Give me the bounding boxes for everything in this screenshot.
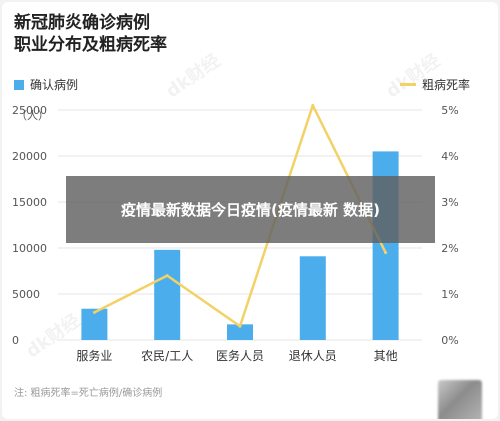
y-left-tick-label: 20000 xyxy=(12,150,47,163)
x-tick-label: 服务业 xyxy=(76,348,112,363)
y-left-axis-label: （人） xyxy=(16,109,49,122)
line-point xyxy=(311,103,315,107)
x-tick-label: 医务人员 xyxy=(216,348,264,363)
y-left-tick-label: 25000 xyxy=(12,104,47,117)
y-right-tick-label: 4% xyxy=(441,150,458,163)
legend-swatch-line xyxy=(400,83,416,86)
legend-label-line: 粗病死率 xyxy=(422,78,471,92)
chart-title: 新冠肺炎确诊病例 职业分布及粗病死率 xyxy=(14,12,167,56)
legend-item-line: 粗病死率 xyxy=(400,76,470,93)
chart-title-line2: 职业分布及粗病死率 xyxy=(14,35,167,55)
chart-title-line1: 新冠肺炎确诊病例 xyxy=(14,13,150,33)
blurred-corner-image xyxy=(438,380,482,419)
y-right-tick-label: 5% xyxy=(441,104,458,117)
legend-item-bar: 确认病例 xyxy=(14,76,78,93)
y-left-tick-label: 10000 xyxy=(12,242,47,255)
y-left-tick-label: 15000 xyxy=(12,196,47,209)
line-point xyxy=(92,310,96,314)
legend-swatch-bar xyxy=(14,79,24,90)
y-right-tick-label: 0% xyxy=(441,334,458,347)
overlay-caption: 疫情最新数据今日疫情(疫情最新 数据) xyxy=(66,176,435,243)
chart-note: 注: 粗病死率=死亡病例/确诊病例 xyxy=(14,388,163,399)
legend-label-bar: 确认病例 xyxy=(30,78,79,92)
bar xyxy=(81,308,108,340)
line-point xyxy=(165,274,169,278)
x-tick-label: 其他 xyxy=(374,349,398,363)
bar xyxy=(154,249,181,340)
bar xyxy=(227,324,253,340)
bar xyxy=(299,256,326,340)
y-right-tick-label: 1% xyxy=(441,288,458,301)
y-right-tick-label: 3% xyxy=(441,196,458,209)
x-tick-label: 农民/工人 xyxy=(141,349,193,363)
y-left-tick-label: 0 xyxy=(12,334,19,347)
x-tick-label: 退休人员 xyxy=(289,349,337,363)
line-point xyxy=(384,251,388,255)
y-left-tick-label: 5000 xyxy=(12,288,40,301)
line-point xyxy=(238,324,242,328)
y-right-tick-label: 2% xyxy=(441,242,458,255)
